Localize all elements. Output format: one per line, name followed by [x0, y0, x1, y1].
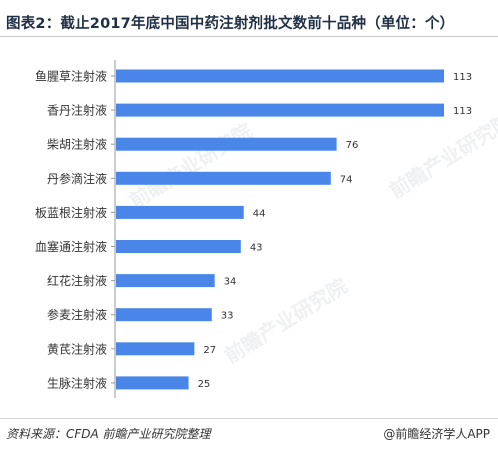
category-label: 参麦注射液 — [47, 307, 107, 322]
footer-divider — [0, 418, 498, 419]
bar — [116, 376, 189, 390]
brand-label: @前瞻经济学人APP — [383, 427, 490, 441]
bar — [116, 308, 212, 322]
bar — [116, 342, 195, 356]
source-note: 资料来源：CFDA 前瞻产业研究院整理 — [6, 427, 211, 441]
category-label: 鱼腥草注射液 — [35, 69, 107, 84]
category-label: 红花注射液 — [47, 273, 107, 288]
data-label: 43 — [250, 243, 263, 254]
data-label: 44 — [253, 208, 266, 219]
bar — [116, 240, 241, 253]
category-label: 板蓝根注射液 — [35, 205, 107, 220]
data-label: 34 — [224, 277, 237, 288]
category-label: 柴胡注射液 — [47, 137, 107, 152]
bar — [116, 103, 444, 117]
bar — [116, 274, 215, 288]
data-label: 25 — [198, 379, 211, 390]
category-label: 血塞通注射液 — [35, 239, 107, 254]
bar — [116, 171, 331, 185]
bar — [116, 205, 244, 219]
data-label: 113 — [453, 106, 472, 117]
category-label: 黄芪注射液 — [47, 341, 107, 356]
data-label: 76 — [346, 140, 359, 151]
category-label: 丹参滴注液 — [47, 171, 107, 186]
data-label: 33 — [221, 311, 234, 322]
bar-chart: 鱼腥草注射液 113 香丹注射液 113 柴胡注射液 76 丹参滴注液 74 板蓝根注射液 44 血… — [35, 60, 472, 398]
bar — [116, 137, 337, 151]
data-label: 113 — [453, 72, 472, 83]
category-label: 香丹注射液 — [47, 103, 107, 118]
data-label: 27 — [203, 345, 216, 356]
category-label: 生脉注射液 — [47, 375, 107, 390]
data-label: 74 — [340, 174, 353, 185]
title-divider — [0, 36, 498, 37]
bar — [116, 69, 444, 83]
chart-title: 图表2：截止2017年底中国中药注射剂批文数前十品种（单位：个） — [6, 16, 455, 32]
